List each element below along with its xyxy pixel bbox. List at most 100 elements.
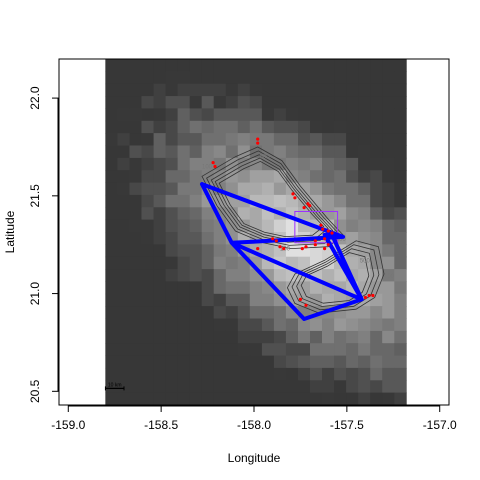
raster-cell — [237, 59, 251, 72]
raster-cell — [322, 71, 335, 85]
raster-cell — [117, 108, 130, 122]
raster-cell — [261, 83, 275, 97]
raster-cell — [117, 59, 130, 72]
raster-cell — [370, 392, 383, 406]
raster-cell — [310, 207, 323, 221]
raster-cell — [213, 83, 227, 97]
raster-cell — [153, 83, 166, 97]
raster-cell — [201, 71, 215, 85]
raster-cell — [213, 367, 227, 381]
raster-cell — [322, 318, 335, 332]
raster-cell — [298, 96, 311, 109]
raster-cell — [285, 367, 299, 381]
raster-cell — [189, 330, 203, 344]
raster-cell — [165, 182, 178, 196]
sighting-point — [367, 293, 371, 298]
raster-cell — [273, 318, 287, 332]
raster-cell — [346, 343, 359, 356]
raster-cell — [165, 157, 178, 171]
raster-cell — [213, 380, 227, 394]
y-tick-label: 22.0 — [28, 86, 42, 110]
raster-cell — [177, 293, 190, 307]
raster-cell — [334, 182, 347, 196]
raster-cell — [285, 133, 299, 146]
raster-cell — [201, 120, 215, 134]
raster-cell — [165, 145, 178, 159]
raster-cell — [189, 219, 203, 233]
raster-cell — [261, 120, 275, 134]
raster-cell — [261, 392, 275, 406]
raster-cell — [334, 170, 347, 183]
raster-cell — [165, 207, 178, 221]
raster-cell — [285, 96, 299, 109]
raster-cell — [322, 343, 335, 356]
raster-cell — [273, 170, 287, 183]
raster-cell — [394, 380, 407, 394]
raster-cell — [394, 219, 407, 233]
raster-cell — [370, 133, 383, 146]
raster-cell — [249, 367, 263, 381]
raster-cell — [394, 170, 407, 183]
sighting-point — [211, 161, 215, 165]
raster-cell — [322, 96, 335, 109]
raster-cell — [249, 83, 263, 97]
raster-cell — [213, 133, 227, 146]
raster-cell — [334, 96, 347, 109]
raster-cell — [358, 219, 371, 233]
raster-cell — [382, 343, 395, 356]
raster-cell — [141, 207, 154, 221]
raster-cell — [117, 256, 130, 270]
raster-cell — [153, 367, 166, 381]
raster-cell — [261, 108, 275, 122]
x-tick-label: -158.5 — [144, 418, 178, 432]
raster-cell — [298, 380, 311, 394]
raster-cell — [346, 170, 359, 183]
raster-cell — [237, 367, 251, 381]
track-line — [200, 182, 364, 321]
raster-cell — [141, 133, 154, 146]
sighting-point — [313, 243, 317, 247]
raster-cell — [189, 170, 203, 183]
raster-cell — [394, 232, 407, 245]
raster-cell — [201, 244, 215, 258]
raster-cell — [189, 293, 203, 307]
raster-cell — [382, 133, 395, 146]
raster-cell — [358, 157, 371, 171]
raster-cell — [225, 120, 239, 134]
raster-cell — [382, 145, 395, 159]
raster-cell — [141, 157, 154, 171]
raster-cell — [298, 392, 311, 406]
raster-cell — [394, 83, 407, 97]
raster-cell — [334, 108, 347, 122]
raster-cell — [273, 96, 287, 109]
raster-cell — [346, 157, 359, 171]
raster-cell — [177, 207, 190, 221]
raster-cell — [237, 133, 251, 146]
raster-cell — [310, 96, 323, 109]
raster-cell — [310, 355, 323, 369]
raster-cell — [370, 145, 383, 159]
raster-cell — [322, 133, 335, 146]
raster-cell — [177, 219, 190, 233]
raster-cell — [237, 83, 251, 97]
raster-cell — [249, 306, 263, 319]
raster-cell — [141, 355, 154, 369]
x-tick-label: -158.0 — [237, 418, 271, 432]
raster-cell — [249, 207, 263, 221]
raster-cell — [310, 120, 323, 134]
raster-cell — [382, 392, 395, 406]
raster-cell — [322, 330, 335, 344]
raster-cell — [165, 392, 178, 406]
raster-cell — [141, 71, 154, 85]
raster-cell — [237, 170, 251, 183]
raster-cell — [165, 306, 178, 319]
raster-cell — [141, 380, 154, 394]
raster-cell — [165, 256, 178, 270]
contour-label: 100 — [280, 247, 291, 253]
raster-cell — [141, 256, 154, 270]
raster-cell — [273, 83, 287, 97]
raster-cell — [358, 182, 371, 196]
raster-cell — [117, 330, 130, 344]
contour-label: 500 — [260, 155, 271, 161]
raster-cell — [285, 83, 299, 97]
